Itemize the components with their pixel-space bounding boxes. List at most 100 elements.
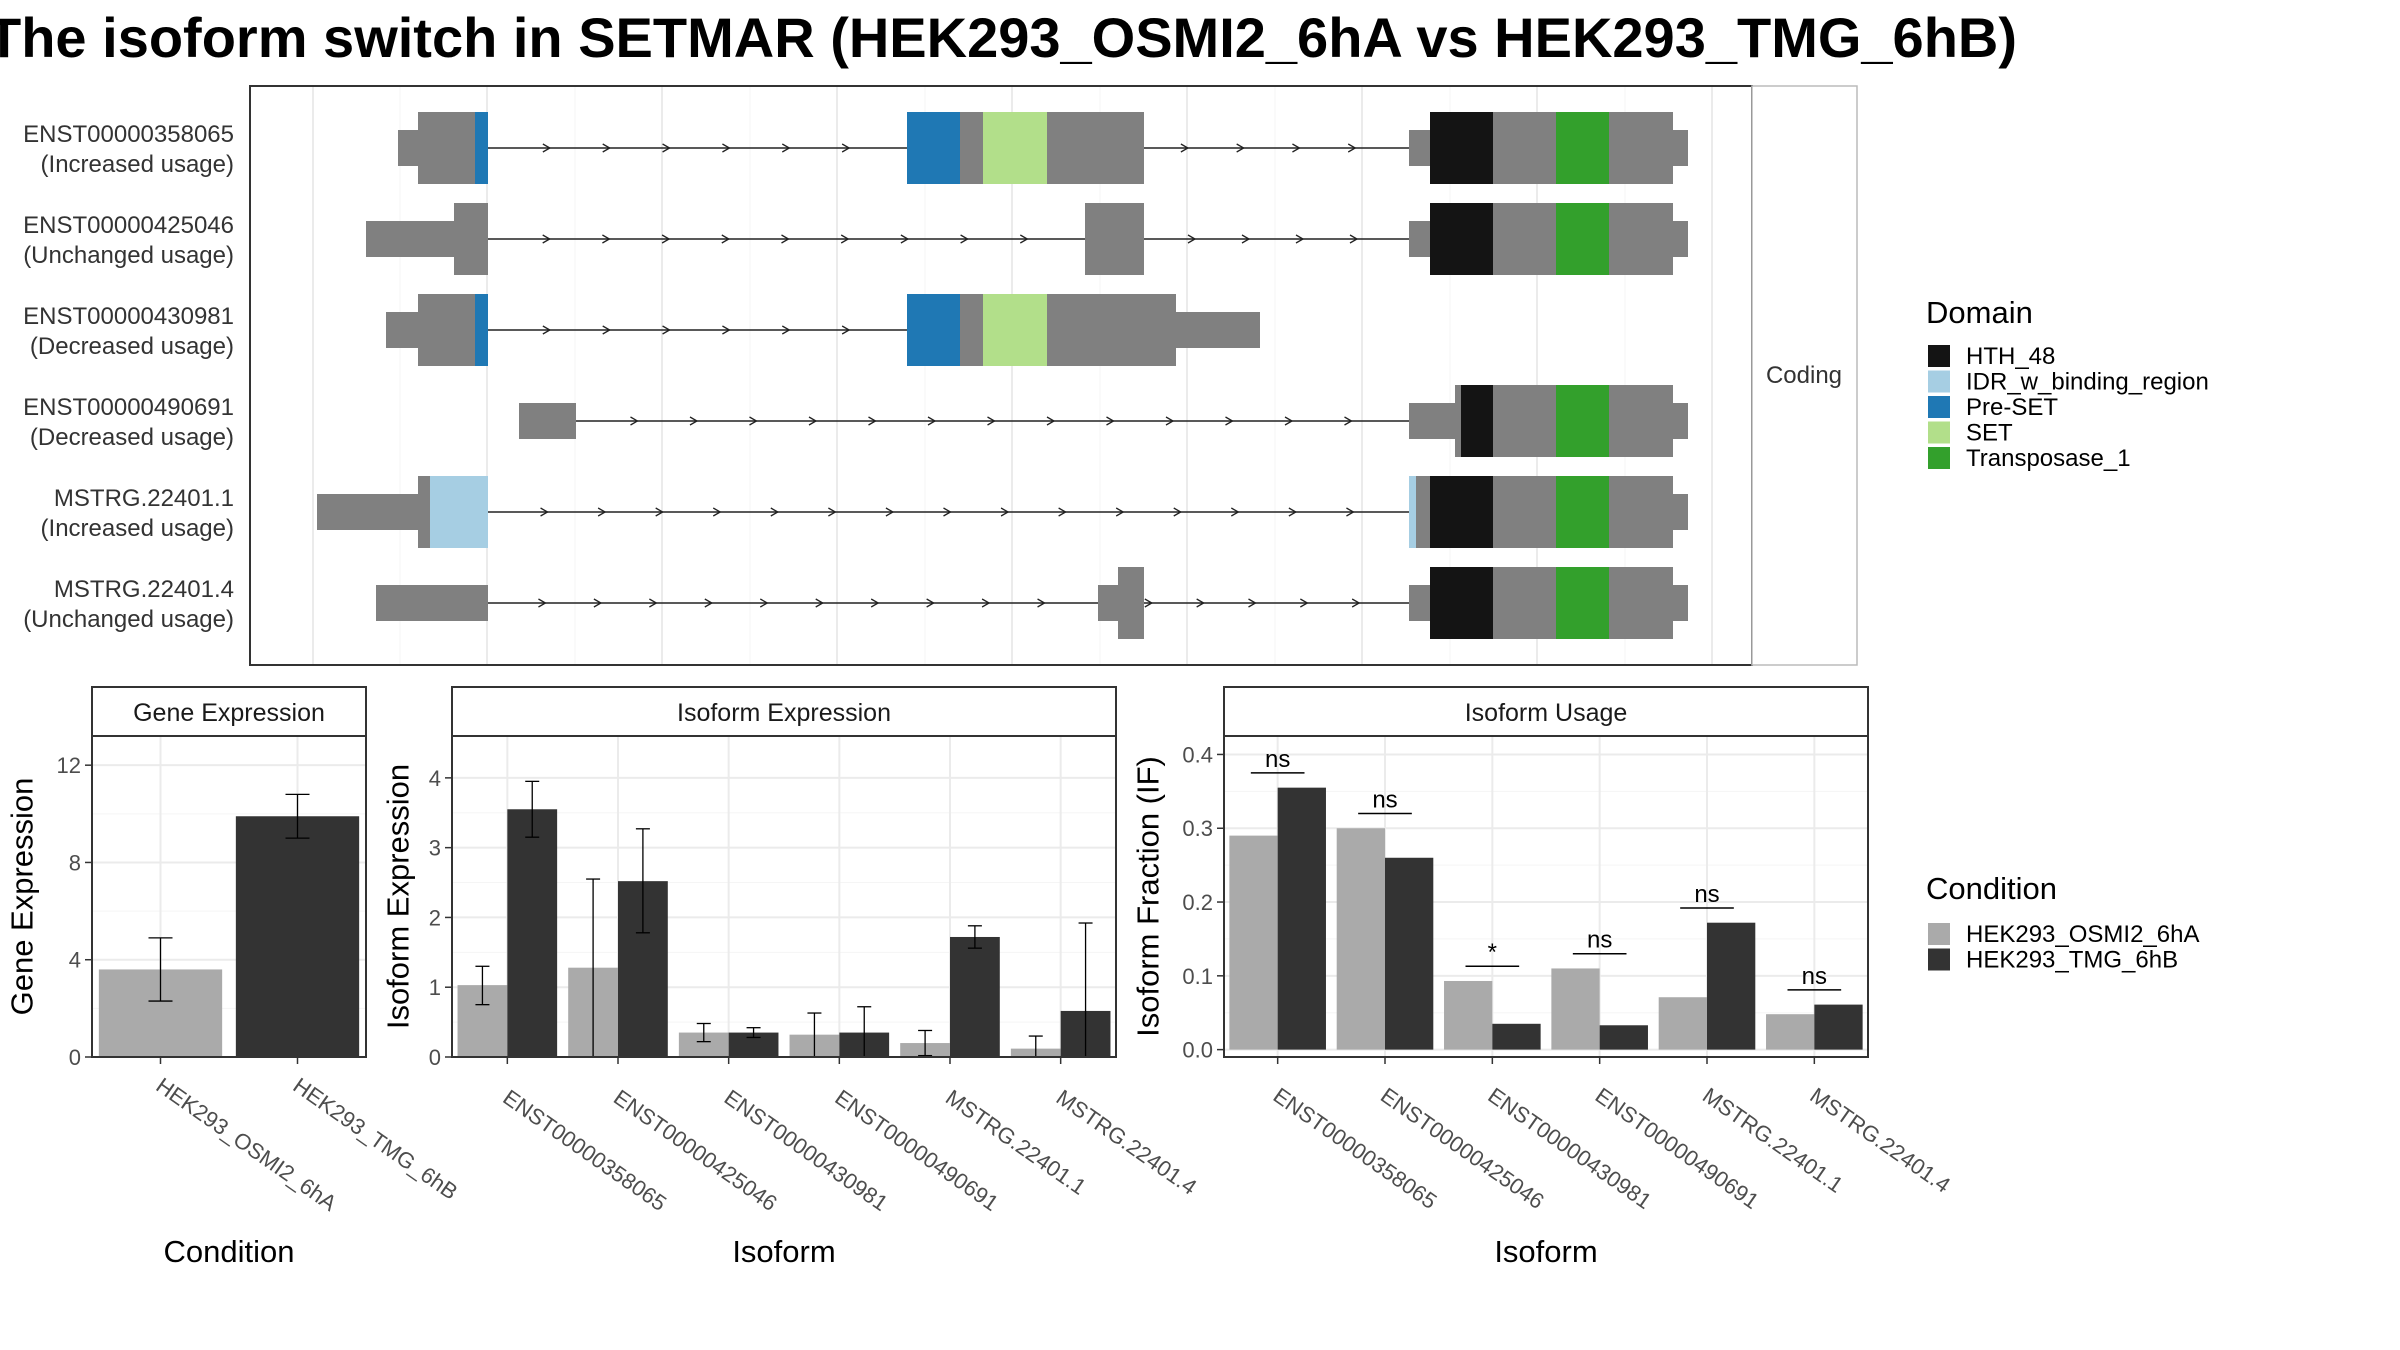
transcript-mstrg-22401-1	[317, 476, 1688, 548]
domain-transposase-1	[1556, 112, 1609, 184]
plot-background	[1224, 736, 1868, 1057]
coding-exon	[1609, 112, 1673, 184]
y-tick-label: 2	[429, 905, 441, 930]
y-tick-label: 12	[57, 753, 81, 778]
y-axis-title: Isoform Fraction (IF)	[1131, 756, 1166, 1037]
intron-arrow-icon	[1058, 507, 1067, 517]
y-tick-label: 0.0	[1182, 1038, 1213, 1063]
utr-exon	[1098, 585, 1118, 621]
coding-exon	[418, 112, 475, 184]
coding-exon	[418, 294, 475, 366]
intron-arrow-icon	[770, 507, 780, 517]
intron-arrow-icon	[542, 325, 552, 335]
domain-pre-set	[475, 112, 488, 184]
coding-exon	[1085, 203, 1144, 275]
utr-exon	[1409, 130, 1430, 166]
transcript-usage-label: (Unchanged usage)	[23, 606, 234, 633]
bar-hek293-osmi2-6ha-mstrg-22401-1	[1658, 997, 1707, 1050]
intron-arrow-icon	[841, 143, 851, 153]
transcript-structure-panel: Coding	[249, 85, 1858, 666]
intron-arrow-icon	[1236, 143, 1245, 153]
domain-hth-48	[1430, 203, 1493, 275]
coding-exon	[1493, 567, 1556, 639]
utr-exon	[1673, 130, 1688, 166]
x-axis-title: Isoform	[732, 1234, 835, 1269]
intron-arrow-icon	[721, 234, 731, 244]
coding-exon	[1118, 567, 1144, 639]
intron-arrow-icon	[870, 598, 880, 608]
intron-arrow-icon	[1115, 507, 1125, 517]
utr-exon	[1409, 403, 1455, 439]
y-tick-label: 0.1	[1182, 964, 1213, 989]
condition-legend-key-hek293-osmi2-6ha	[1928, 923, 1950, 945]
bar-hek293-tmg-6hb-mstrg-22401-1	[950, 936, 1000, 1057]
y-tick-label: 3	[429, 836, 441, 861]
domain-transposase-1	[1556, 203, 1609, 275]
intron-arrow-icon	[943, 507, 952, 517]
coding-strip	[1751, 85, 1858, 666]
coding-exon	[418, 476, 430, 548]
intron-arrow-icon	[1144, 598, 1154, 608]
intron-arrow-icon	[759, 598, 769, 608]
x-axis-title: Isoform	[1494, 1234, 1597, 1269]
intron-arrow-icon	[1347, 143, 1357, 153]
intron-arrow-icon	[828, 507, 837, 517]
intron-arrow-icon	[1019, 234, 1029, 244]
transcript-id-label: ENST00000430981	[23, 303, 234, 330]
utr-exon	[398, 130, 418, 166]
domain-legend: Domain HTH_48IDR_w_binding_regionPre-SETS…	[1926, 295, 2209, 472]
utr-exon	[1673, 585, 1688, 621]
intron-arrow-icon	[1284, 416, 1294, 426]
domain-idr-w-binding-region	[1409, 476, 1416, 548]
domain-set	[983, 112, 1047, 184]
intron-arrow-icon	[655, 507, 664, 517]
domain-legend-key-transposase-1	[1928, 447, 1950, 469]
significance-label: ns	[1372, 786, 1397, 813]
intron-arrow-icon	[1351, 598, 1361, 608]
intron-arrow-icon	[840, 234, 850, 244]
intron-arrow-icon	[602, 143, 612, 153]
intron-arrow-icon	[602, 325, 612, 335]
condition-legend-title: Condition	[1926, 871, 2057, 906]
utr-exon	[1673, 403, 1688, 439]
coding-exon	[1609, 203, 1673, 275]
coding-exon	[1609, 476, 1673, 548]
domain-pre-set	[475, 294, 488, 366]
transcript-mstrg-22401-4	[376, 567, 1688, 639]
domain-hth-48	[1430, 112, 1493, 184]
intron-arrow-icon	[630, 416, 639, 426]
y-axis-title: Isoform Expression	[381, 764, 416, 1029]
panel-title: Isoform Expression	[677, 699, 891, 727]
utr-exon	[317, 494, 418, 530]
utr-exon	[366, 221, 454, 257]
coding-exon	[1493, 385, 1556, 457]
intron-arrow-icon	[841, 325, 851, 335]
domain-transposase-1	[1556, 385, 1609, 457]
bar-hek293-osmi2-6ha-enst00000490691	[1551, 968, 1600, 1050]
domain-legend-key-hth-48	[1928, 345, 1950, 367]
intron-arrow-icon	[712, 507, 722, 517]
transcript-id-label: ENST00000425046	[23, 212, 234, 239]
transcript-enst00000490691	[519, 385, 1688, 457]
domain-hth-48	[1461, 385, 1493, 457]
y-tick-label: 0.2	[1182, 890, 1213, 915]
intron-arrow-icon	[781, 143, 791, 153]
coding-exon	[1493, 112, 1556, 184]
transcript-usage-label: (Decreased usage)	[30, 333, 234, 360]
panel-title: Isoform Usage	[1465, 699, 1628, 727]
intron-arrow-icon	[781, 325, 791, 335]
domain-legend-key-set	[1928, 421, 1950, 444]
domain-legend-label-pre-set: Pre-SET	[1966, 394, 2058, 421]
intron-arrow-icon	[868, 416, 877, 426]
coding-exon	[1416, 476, 1430, 548]
transcript-labels: ENST00000358065 (Increased usage) ENST0000…	[23, 121, 234, 633]
coding-strip-label: Coding	[1766, 362, 1842, 389]
bar-hek293-osmi2-6ha-enst00000425046	[1336, 828, 1385, 1050]
intron-arrow-icon	[1346, 507, 1355, 517]
significance-label: *	[1488, 939, 1497, 966]
coding-exon	[1493, 476, 1556, 548]
coding-exon	[1455, 385, 1461, 457]
intron-arrow-icon	[602, 234, 611, 244]
intron-arrow-icon	[1344, 416, 1353, 426]
